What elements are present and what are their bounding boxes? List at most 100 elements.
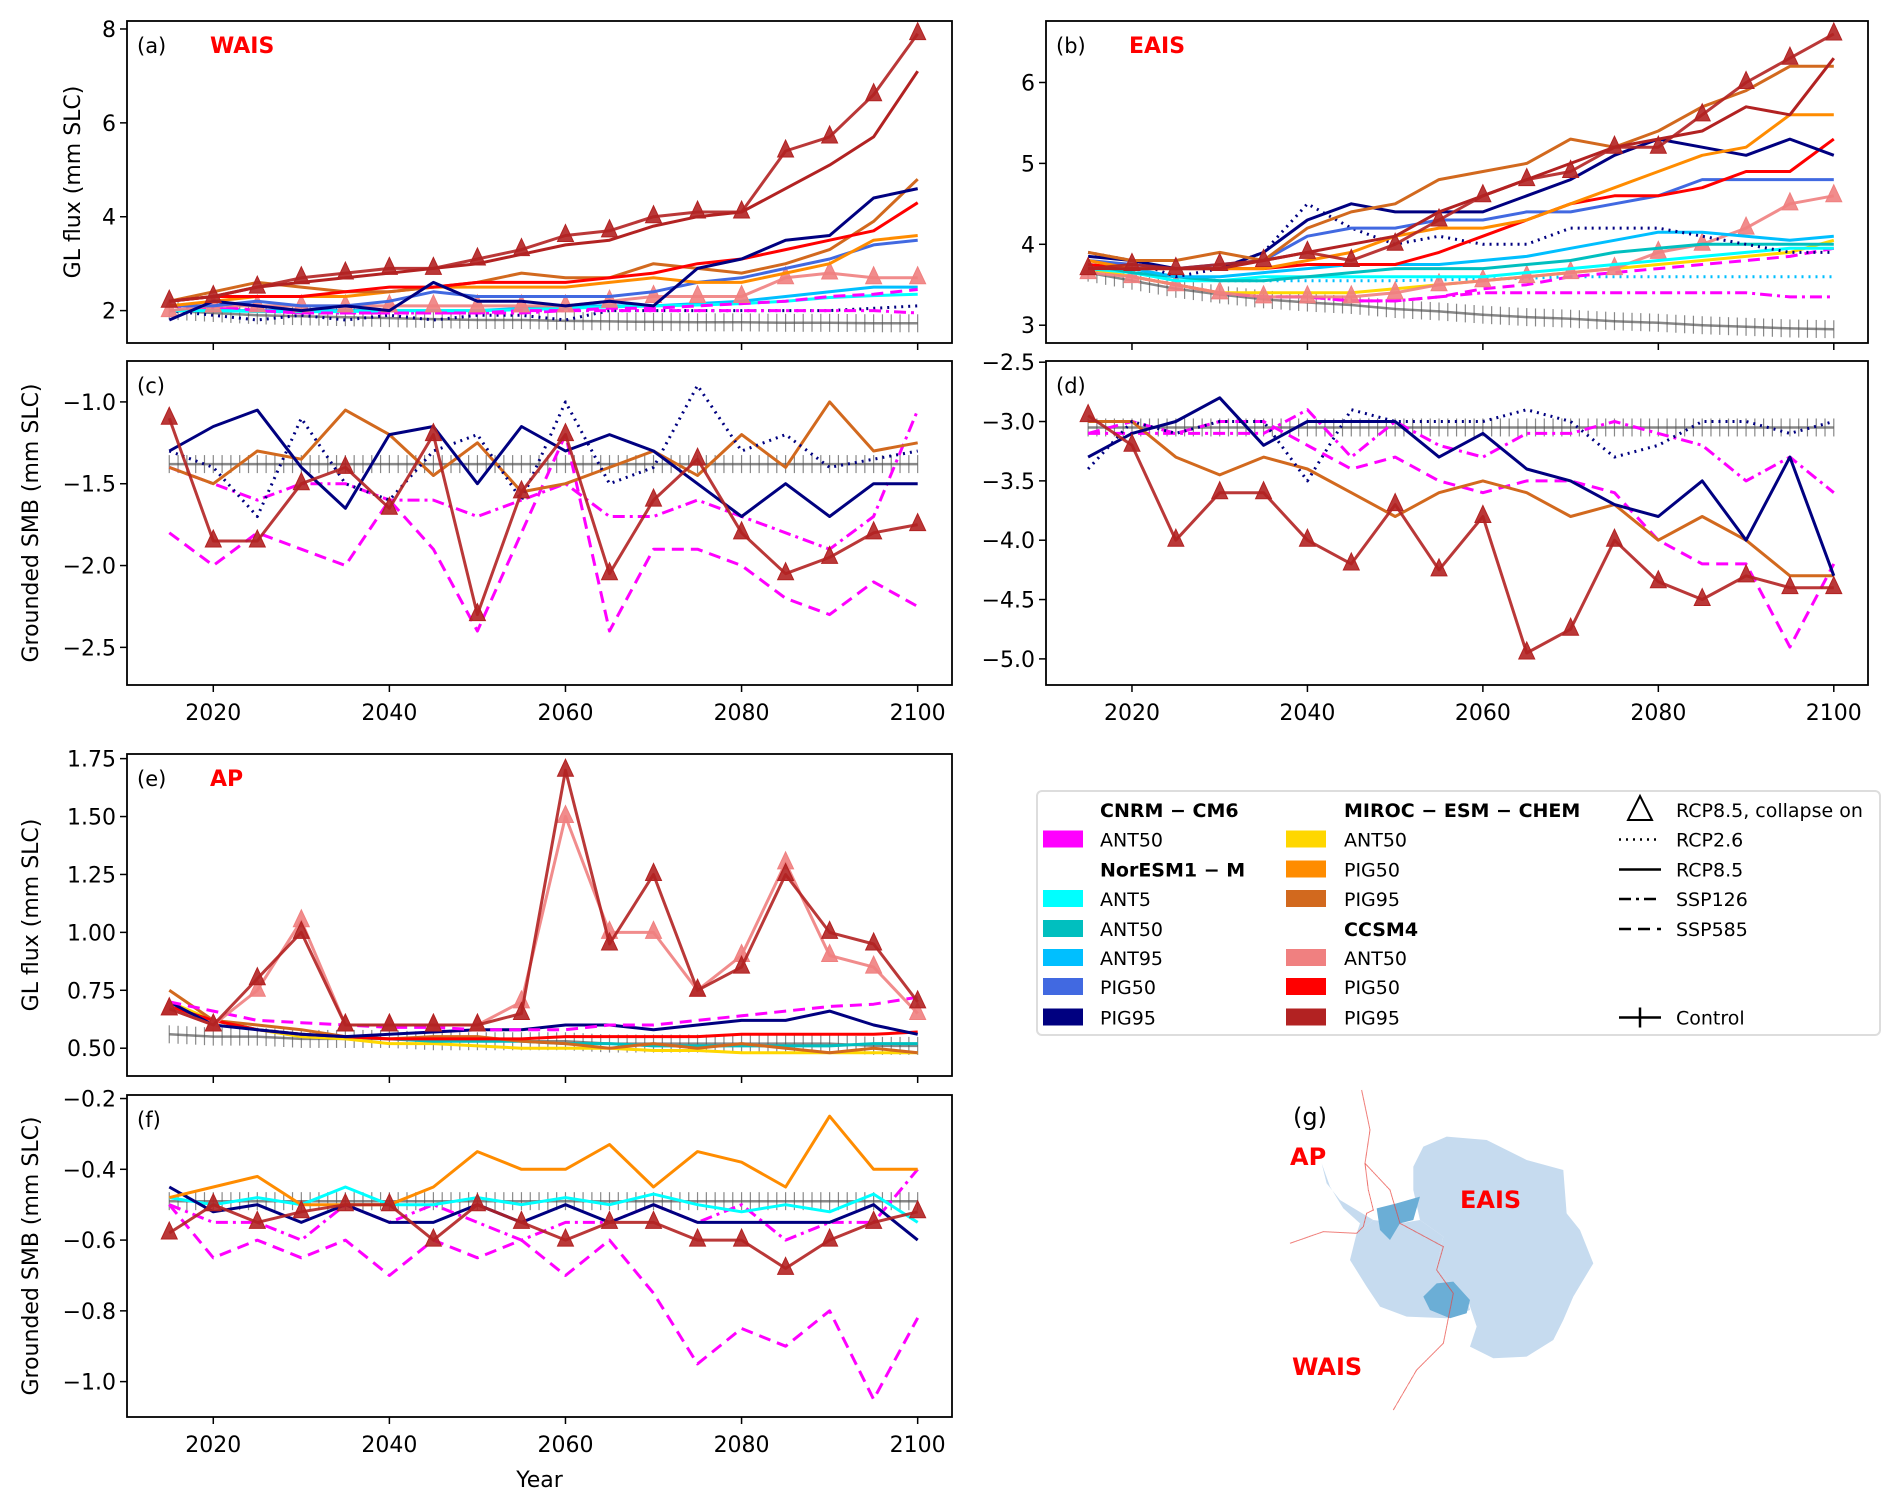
collapse-marker — [160, 298, 179, 318]
collapse-marker — [424, 293, 443, 313]
panel-label: (f) — [137, 1108, 161, 1132]
collapse-marker — [468, 293, 487, 313]
x-tick-label: 2080 — [714, 701, 770, 726]
plot-area — [160, 1114, 927, 1401]
y-tick-label: 1.75 — [67, 748, 116, 773]
legend-color-patch — [1043, 978, 1083, 995]
map-label-eais: EAIS — [1460, 1186, 1521, 1214]
collapse-marker — [556, 758, 575, 777]
legend-entry: Control — [1619, 1007, 1745, 1030]
antarctica-map: (g) AP EAIS WAIS — [1289, 1089, 1594, 1411]
x-tick-label: 2100 — [1806, 701, 1862, 726]
panel-d: −5.0 −4.5 −4.0 −3.5 −3.0 −2.5 2020 2040 2060 2080… — [982, 351, 1869, 726]
region-label: EAIS — [1129, 34, 1185, 59]
collapse-marker — [776, 138, 795, 158]
series-line-noresm1-m-ant50-rcp85 — [1087, 242, 1834, 283]
y-tick-label: −0.4 — [63, 1158, 116, 1183]
collapse-marker — [1825, 575, 1843, 595]
series-line-cnrm-cm6-ant50-ssp126 — [1087, 267, 1834, 303]
legend-color-patch — [1043, 1008, 1083, 1026]
collapse-marker — [732, 284, 751, 304]
collapse-marker — [1298, 240, 1317, 259]
series-line-ccsm4-ant50-collapse — [168, 815, 919, 1027]
collapse-marker — [600, 561, 619, 581]
y-tick-label: 0.75 — [67, 979, 116, 1004]
collapse-marker — [908, 512, 927, 532]
legend-entry: CNRM − CM6 — [1100, 800, 1239, 822]
legend-entry: ANT50 — [1286, 948, 1407, 970]
series-line-cnrm-cm6-ant50-ssp126 — [168, 409, 920, 551]
panel-b: 3 4 5 6 (b) EAIS — [1021, 20, 1869, 350]
x-tick-label: 2080 — [714, 1433, 770, 1458]
collapse-marker — [424, 1227, 443, 1247]
collapse-marker — [556, 293, 575, 313]
legend-label: ANT50 — [1100, 919, 1163, 941]
legend-color-patch — [1286, 949, 1326, 966]
collapse-marker — [1298, 284, 1317, 304]
y-tick-label: 6 — [1021, 71, 1035, 96]
collapse-marker — [1430, 207, 1448, 227]
legend-color-patch — [1043, 830, 1083, 848]
collapse-marker — [1474, 183, 1492, 203]
collapse-marker — [468, 1012, 487, 1032]
collapse-marker — [1649, 569, 1668, 589]
collapse-marker — [688, 978, 707, 997]
legend-entry: ANT50 — [1286, 830, 1407, 852]
collapse-marker — [1737, 215, 1755, 235]
legend-label: PIG95 — [1100, 1008, 1156, 1030]
x-tick-label: 2100 — [890, 701, 946, 726]
y-tick-label: −1.0 — [63, 391, 116, 416]
legend-label: PIG50 — [1100, 977, 1156, 999]
collapse-marker — [424, 1012, 443, 1032]
collapse-marker — [1737, 563, 1755, 583]
y-tick-label: −2.5 — [982, 351, 1035, 376]
series-line-cnrm-cm6-ant50-ssp126 — [168, 1168, 919, 1242]
y-tick-label: 1.25 — [67, 863, 116, 888]
y-tick-label: 1.00 — [67, 921, 116, 946]
series-line-noresm1-m-pig95-rcp85 — [168, 1185, 919, 1242]
collapse-marker — [1737, 70, 1755, 89]
y-tick-label: −3.5 — [982, 470, 1035, 495]
y-tick-label: 5 — [1021, 152, 1035, 177]
legend-label: SSP585 — [1676, 919, 1748, 941]
panel-a: 2 4 6 8 (a) WAIS GL flux (mm SLC) — [61, 18, 953, 350]
series-line-miroc-esm-chem-pig95-rcp85 — [168, 400, 918, 494]
collapse-marker — [1693, 102, 1711, 122]
legend-entry: RCP8.5, collapse on — [1626, 793, 1863, 822]
y-tick-label: −0.8 — [63, 1300, 116, 1325]
series-line-ccsm4-pig95-collapse — [168, 1203, 919, 1270]
collapse-marker — [336, 455, 355, 474]
collapse-marker — [160, 996, 179, 1016]
y-tick-label: 0.50 — [67, 1037, 116, 1062]
collapse-marker — [248, 274, 267, 294]
y-tick-label: −4.5 — [982, 589, 1035, 614]
series-line-ccsm4-pig95-collapse — [169, 32, 919, 303]
collapse-marker — [600, 289, 619, 308]
panels: 2 4 6 8 (a) WAIS GL flux (mm SLC) 3 4 5 6 (b) EAIS −2… — [19, 18, 1869, 1493]
series-line-noresm1-m-pig50-rcp85 — [169, 238, 918, 308]
legend: CNRM − CM6 ANT50 NorESM1 − M ANT5 ANT50 ANT95… — [1036, 790, 1881, 1036]
series-line-control-control — [169, 1033, 918, 1048]
legend-label: ANT95 — [1100, 948, 1163, 970]
collapse-marker — [600, 218, 619, 238]
collapse-marker — [1342, 284, 1361, 304]
eais-land — [1413, 1136, 1594, 1359]
collapse-marker — [468, 602, 487, 622]
map-panel-label: (g) — [1293, 1103, 1327, 1131]
legend-entry: ANT95 — [1043, 948, 1163, 970]
panel-f: −1.0 −0.8 −0.6 −0.4 −0.2 2020 2040 2060 2080 2100… — [19, 1088, 953, 1493]
legend-group-header: MIROC − ESM − CHEM — [1344, 800, 1580, 822]
y-axis-label: GL flux (mm SLC) — [19, 819, 44, 1012]
collapse-marker — [292, 1199, 311, 1219]
plot-area — [160, 384, 927, 633]
collapse-marker — [1167, 528, 1185, 547]
series-line-control-control — [1087, 271, 1834, 331]
legend-entry: RCP8.5 — [1619, 860, 1743, 882]
x-tick-label: 2060 — [537, 1433, 593, 1458]
axes-frame — [126, 753, 953, 1077]
collapse-marker — [1210, 480, 1229, 500]
plot-area — [1079, 21, 1843, 339]
legend-label: ANT50 — [1344, 948, 1407, 970]
y-axis-label: Grounded SMB (mm SLC) — [19, 1116, 44, 1395]
collapse-marker — [380, 1192, 399, 1212]
